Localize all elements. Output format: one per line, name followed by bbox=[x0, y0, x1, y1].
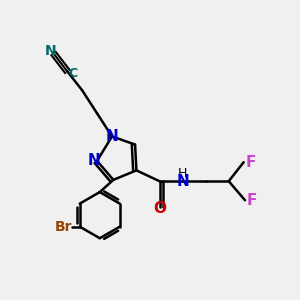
Text: F: F bbox=[247, 193, 257, 208]
Text: N: N bbox=[106, 129, 118, 144]
Text: H: H bbox=[178, 167, 187, 180]
Text: C: C bbox=[68, 68, 77, 80]
Text: F: F bbox=[245, 155, 256, 170]
Text: O: O bbox=[153, 201, 166, 216]
Text: N: N bbox=[88, 153, 101, 168]
Text: N: N bbox=[176, 174, 189, 189]
Text: N: N bbox=[45, 44, 57, 58]
Text: Br: Br bbox=[55, 220, 72, 234]
